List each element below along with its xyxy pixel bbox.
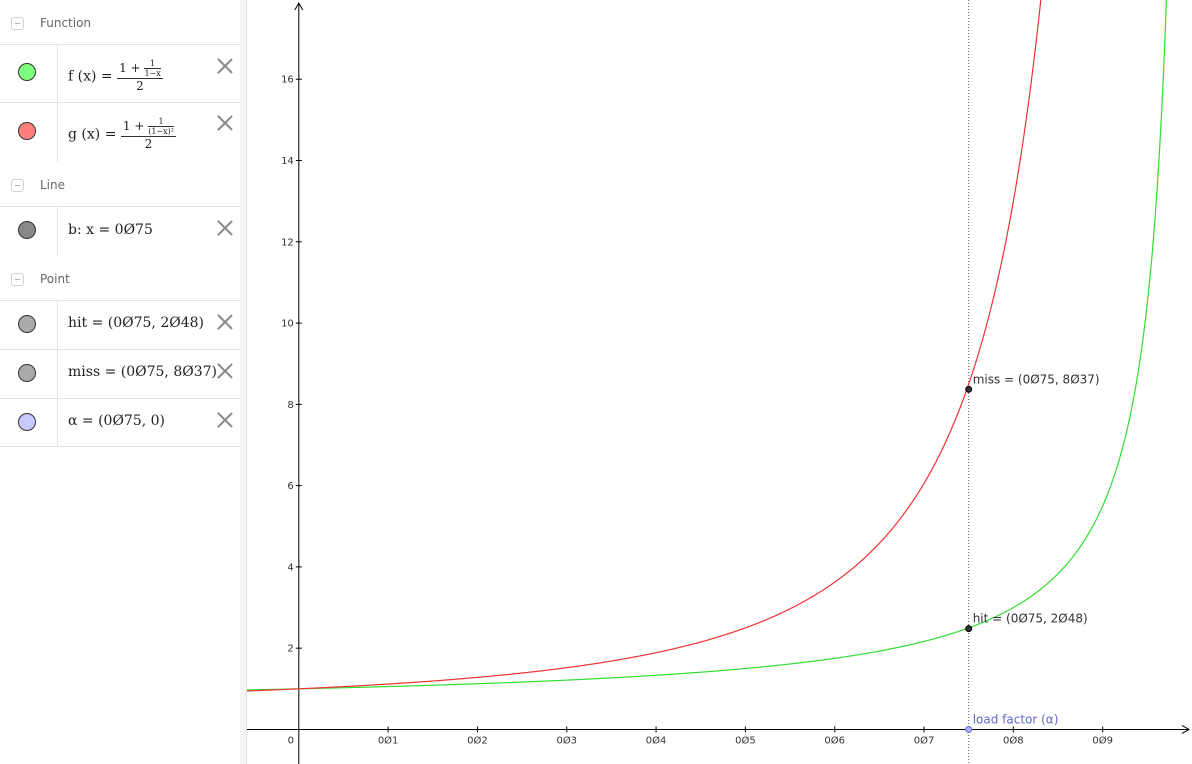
fraction: 1 + 1 1−x 2 — [117, 59, 163, 94]
fraction: 1 + 1 (1−x)² 2 — [120, 117, 176, 152]
visibility-toggle-icon[interactable] — [18, 122, 36, 140]
y-tick-label: 14 — [281, 156, 294, 167]
y-tick-label: 10 — [281, 319, 294, 330]
close-icon[interactable] — [217, 115, 233, 131]
function-lhs: f (x) — [68, 68, 97, 85]
close-icon[interactable] — [217, 363, 233, 379]
collapse-icon[interactable] — [11, 17, 24, 30]
marble-cell — [0, 45, 58, 102]
graphics-view[interactable]: 0 0Ø1 0Ø2 0Ø3 0Ø4 0Ø5 0Ø6 0Ø7 0Ø8 0Ø9 2 4 6 8 10 12 14 16… — [247, 0, 1192, 764]
y-tick-label: 6 — [287, 481, 293, 492]
y-tick-label: 16 — [281, 75, 294, 86]
close-icon[interactable] — [217, 412, 233, 428]
inner-denominator: 1−x — [144, 68, 161, 78]
point-hit — [965, 625, 973, 633]
function-item-f[interactable]: f (x) = 1 + 1 1−x 2 — [0, 44, 240, 102]
visibility-toggle-icon[interactable] — [18, 364, 36, 382]
point-label-hit: hit = (0Ø75, 2Ø48) — [973, 612, 1088, 626]
point-miss — [965, 385, 973, 393]
view-divider-handle[interactable] — [240, 0, 247, 764]
x-tick-label: 0Ø2 — [467, 734, 488, 746]
y-axis-arrow-icon — [294, 1, 304, 11]
equals-sign: = — [104, 126, 117, 143]
close-icon[interactable] — [217, 314, 233, 330]
visibility-toggle-icon[interactable] — [18, 315, 36, 333]
x-tick-label: 0Ø1 — [378, 734, 399, 746]
algebra-view: Function f (x) = 1 + 1 1−x 2 g (x) = 1 + — [0, 0, 241, 764]
y-tick-label: 2 — [287, 644, 293, 655]
section-point[interactable]: Point — [0, 260, 240, 300]
function-lhs: g (x) — [68, 126, 101, 143]
point-alpha — [965, 725, 973, 733]
curve-g[interactable] — [247, 0, 1046, 692]
section-line[interactable]: Line — [0, 166, 240, 206]
marble-cell — [0, 103, 58, 162]
point-definition[interactable]: miss = (0Ø75, 8Ø37) — [68, 364, 217, 380]
x-tick-label: 0Ø8 — [1003, 734, 1024, 746]
point-item-miss[interactable]: miss = (0Ø75, 8Ø37) — [0, 349, 240, 398]
marble-cell — [0, 399, 58, 446]
line-definition[interactable]: b: x = 0Ø75 — [68, 222, 153, 238]
denominator: 2 — [117, 78, 163, 94]
marble-cell — [0, 350, 58, 398]
function-item-g[interactable]: g (x) = 1 + 1 (1−x)² 2 — [0, 102, 240, 162]
visibility-toggle-icon[interactable] — [18, 63, 36, 81]
line-item-b[interactable]: b: x = 0Ø75 — [0, 206, 240, 256]
close-icon[interactable] — [217, 58, 233, 74]
inner-numerator: 1 — [158, 117, 164, 126]
marble-cell — [0, 207, 58, 256]
point-definition[interactable]: hit = (0Ø75, 2Ø48) — [68, 315, 204, 331]
y-tick-label: 8 — [287, 400, 293, 411]
collapse-icon[interactable] — [11, 273, 24, 286]
point-label-miss: miss = (0Ø75, 8Ø37) — [973, 372, 1100, 386]
point-item-hit[interactable]: hit = (0Ø75, 2Ø48) — [0, 300, 240, 349]
inner-numerator: 1 — [150, 59, 156, 68]
marble-cell — [0, 301, 58, 349]
y-tick-label: 12 — [281, 237, 294, 248]
axes — [247, 1, 1191, 764]
point-label-alpha: load factor (α) — [973, 712, 1059, 726]
curve-f[interactable] — [247, 0, 1168, 691]
section-label: Point — [40, 272, 70, 286]
visibility-toggle-icon[interactable] — [18, 221, 36, 239]
close-icon[interactable] — [217, 220, 233, 236]
section-function[interactable]: Function — [0, 4, 240, 44]
section-label: Function — [40, 16, 92, 30]
x-tick-label: 0Ø9 — [1092, 734, 1113, 746]
section-label: Line — [40, 178, 66, 192]
denominator: 2 — [120, 136, 176, 152]
axis-ticks: 0 0Ø1 0Ø2 0Ø3 0Ø4 0Ø5 0Ø6 0Ø7 0Ø8 0Ø9 2 4 6 8 10 12 14 16 — [281, 75, 1113, 747]
visibility-toggle-icon[interactable] — [18, 413, 36, 431]
numerator-term: 1 + — [119, 61, 141, 75]
function-definition[interactable]: g (x) = 1 + 1 (1−x)² 2 — [68, 117, 176, 152]
x-axis-arrow-icon — [1181, 725, 1191, 734]
x-tick-label: 0Ø6 — [824, 734, 845, 746]
point-item-alpha[interactable]: α = (0Ø75, 0) — [0, 398, 240, 447]
collapse-icon[interactable] — [11, 179, 24, 192]
equals-sign: = — [100, 68, 113, 85]
numerator-term: 1 + — [122, 119, 145, 133]
point-definition[interactable]: α = (0Ø75, 0) — [68, 413, 166, 429]
x-tick-label: 0Ø4 — [646, 734, 667, 746]
y-tick-label: 4 — [287, 562, 293, 573]
points: miss = (0Ø75, 8Ø37) hit = (0Ø75, 2Ø48) loa… — [965, 372, 1100, 733]
x-tick-label: 0 — [288, 735, 294, 746]
x-tick-label: 0Ø5 — [735, 734, 756, 746]
inner-denominator: (1−x)² — [148, 126, 174, 136]
function-definition[interactable]: f (x) = 1 + 1 1−x 2 — [68, 59, 163, 94]
x-tick-label: 0Ø3 — [556, 734, 577, 746]
x-tick-label: 0Ø7 — [914, 734, 935, 746]
